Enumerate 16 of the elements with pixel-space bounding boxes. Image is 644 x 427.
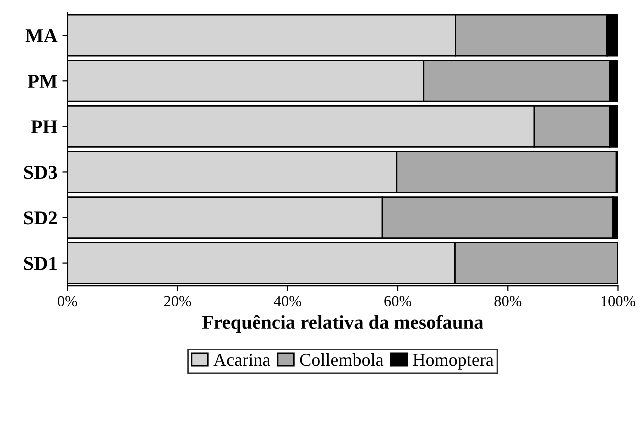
x-tick-label: 80% [494, 296, 522, 307]
x-axis-title: Frequência relativa da mesofauna [202, 315, 484, 334]
y-tick-label: PH [31, 120, 58, 134]
y-tick-label: SD1 [24, 257, 57, 270]
y-tick-label: MA [26, 29, 58, 42]
x-tick-label: 100% [602, 296, 636, 307]
x-tick-label: 20% [164, 296, 192, 307]
legend-label: Acarina [214, 354, 270, 366]
legend-label: Homoptera [413, 354, 494, 370]
x-tick-label: 0% [58, 296, 78, 307]
y-tick-label: SD2 [24, 212, 58, 225]
legend-label: Collembola [300, 353, 384, 366]
y-tick-label: PM [28, 75, 58, 88]
y-tick-label: SD3 [24, 166, 58, 180]
x-tick-label: 60% [384, 296, 412, 307]
x-tick-label: 40% [274, 296, 302, 307]
